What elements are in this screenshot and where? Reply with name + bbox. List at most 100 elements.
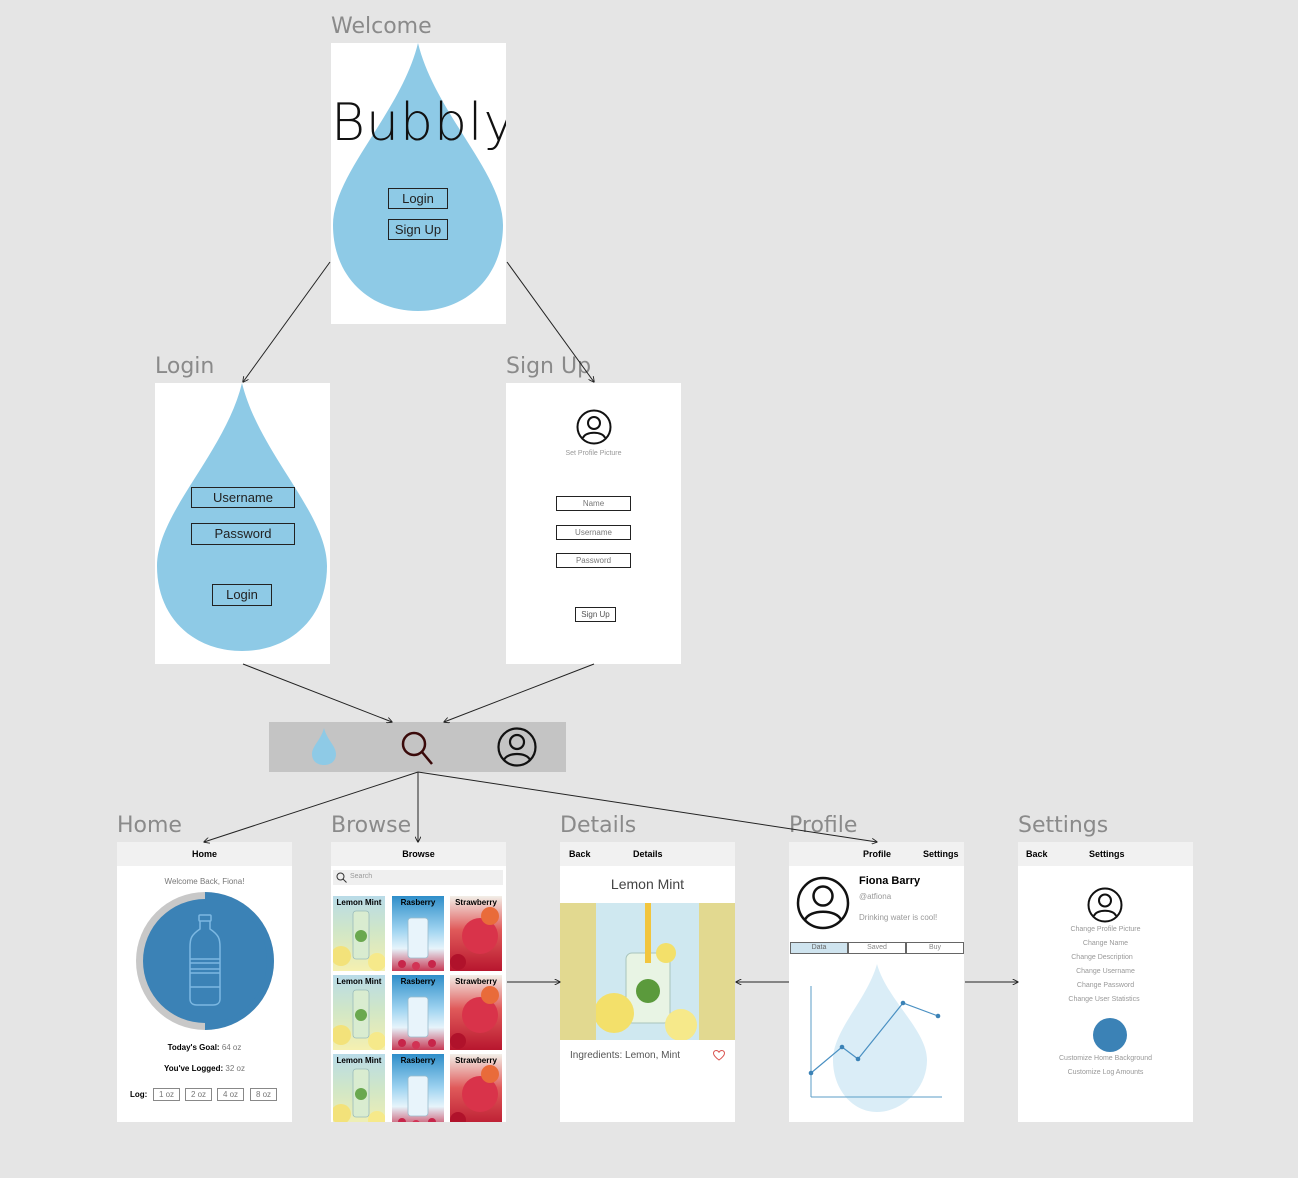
lemon-image bbox=[333, 989, 385, 1050]
setting-customize-log-amounts[interactable]: Customize Log Amounts bbox=[1067, 1069, 1144, 1076]
tile-label: Strawberry bbox=[455, 977, 497, 986]
drink-tile-lemon-mint[interactable]: Lemon Mint bbox=[333, 1054, 385, 1122]
water-stats-chart bbox=[808, 964, 942, 1112]
frame-title-login: Login bbox=[155, 354, 215, 379]
header-title: Settings bbox=[1089, 849, 1125, 859]
tab-buy[interactable]: Buy bbox=[906, 942, 964, 954]
strawberry-image bbox=[450, 986, 499, 1049]
setting-change-user-statistics[interactable]: Change User Statistics bbox=[1068, 996, 1140, 1003]
frame-title-settings: Settings bbox=[1018, 813, 1109, 838]
profile-name: Fiona Barry bbox=[859, 875, 921, 887]
water-progress-circle bbox=[136, 892, 274, 1030]
welcome-message: Welcome Back, Fiona! bbox=[164, 877, 245, 886]
signup-username-field[interactable]: Username bbox=[556, 525, 631, 540]
frame-title-details: Details bbox=[560, 813, 637, 838]
welcome-signup-button[interactable]: Sign Up bbox=[388, 219, 448, 240]
home-header: Home bbox=[117, 842, 292, 866]
drink-tile-lemon-mint[interactable]: Lemon Mint bbox=[333, 975, 385, 1050]
frame-title-signup: Sign Up bbox=[506, 354, 592, 379]
drink-name: Lemon Mint bbox=[610, 876, 685, 892]
signup-button[interactable]: Sign Up bbox=[575, 607, 616, 622]
strawberry-image bbox=[450, 1065, 499, 1122]
setting-change-profile-picture[interactable]: Change Profile Picture bbox=[1070, 926, 1141, 933]
log-1oz-button[interactable]: 1 oz bbox=[153, 1088, 180, 1101]
header-title: Profile bbox=[863, 849, 892, 859]
drink-tile-rasberry[interactable]: Rasberry bbox=[392, 975, 444, 1050]
drink-tile-rasberry[interactable]: Rasberry bbox=[392, 1054, 444, 1122]
header-title: Home bbox=[191, 849, 217, 859]
browse-screen: Browse Search Lemon Mint Rasberry Strawb… bbox=[331, 842, 506, 1122]
search-icon[interactable] bbox=[400, 730, 434, 766]
heart-icon[interactable] bbox=[713, 1050, 725, 1061]
signup-password-field[interactable]: Password bbox=[556, 553, 631, 568]
drink-tile-strawberry[interactable]: Strawberry bbox=[450, 1054, 502, 1122]
tab-data[interactable]: Data bbox=[790, 942, 848, 954]
tile-label: Rasberry bbox=[400, 898, 436, 907]
water-drop-shape bbox=[157, 383, 327, 651]
lemon-image bbox=[333, 910, 385, 971]
home-screen: Home Welcome Back, Fiona! Today's Goal: … bbox=[117, 842, 292, 1122]
welcome-login-button[interactable]: Login bbox=[388, 188, 448, 209]
log-label: Log: bbox=[130, 1090, 148, 1099]
tile-label: Lemon Mint bbox=[336, 898, 382, 907]
logged-value: 32 oz bbox=[225, 1064, 245, 1073]
home-background-color-swatch[interactable] bbox=[1093, 1018, 1127, 1052]
drink-tile-strawberry[interactable]: Strawberry bbox=[450, 975, 502, 1050]
setting-change-description[interactable]: Change Description bbox=[1071, 954, 1133, 961]
username-field[interactable]: Username bbox=[191, 487, 295, 508]
search-bar[interactable]: Search bbox=[333, 870, 503, 885]
tile-label: Rasberry bbox=[400, 1056, 436, 1065]
setting-change-password[interactable]: Change Password bbox=[1076, 982, 1135, 989]
tile-label: Strawberry bbox=[455, 898, 497, 907]
profile-picture-icon[interactable] bbox=[576, 409, 612, 445]
frame-title-profile: Profile bbox=[789, 813, 858, 838]
bottle-icon bbox=[189, 914, 221, 1006]
goal-label: Today's Goal: bbox=[167, 1043, 220, 1052]
back-button[interactable]: Back bbox=[569, 849, 591, 859]
rasberry-image bbox=[398, 1075, 436, 1122]
back-button[interactable]: Back bbox=[1026, 849, 1048, 859]
login-button[interactable]: Login bbox=[212, 584, 272, 606]
goal-value: 64 oz bbox=[221, 1043, 242, 1052]
drink-image-frame bbox=[560, 903, 735, 1040]
avatar bbox=[1087, 887, 1123, 923]
password-field[interactable]: Password bbox=[191, 523, 295, 545]
log-8oz-button[interactable]: 8 oz bbox=[250, 1088, 277, 1101]
drop-icon[interactable] bbox=[311, 728, 337, 766]
goal-row: Today's Goal: 64 oz bbox=[117, 1043, 292, 1052]
drink-tile-strawberry[interactable]: Strawberry bbox=[450, 896, 502, 971]
rasberry-image bbox=[398, 996, 436, 1049]
log-2oz-button[interactable]: 2 oz bbox=[185, 1088, 212, 1101]
lemon-image bbox=[333, 1068, 385, 1122]
tab-saved[interactable]: Saved bbox=[848, 942, 906, 954]
log-4oz-button[interactable]: 4 oz bbox=[217, 1088, 244, 1101]
drink-tile-rasberry[interactable]: Rasberry bbox=[392, 896, 444, 971]
frame-title-browse: Browse bbox=[331, 813, 412, 838]
water-drop-shape bbox=[333, 43, 503, 311]
tile-label: Lemon Mint bbox=[336, 1056, 382, 1065]
frame-title-welcome: Welcome bbox=[331, 14, 432, 39]
profile-bio: Drinking water is cool! bbox=[859, 913, 938, 922]
settings-header: Back Settings bbox=[1018, 842, 1193, 866]
lemon-mint-image bbox=[596, 903, 699, 1040]
settings-screen: Back Settings Change Profile Picture Cha… bbox=[1018, 842, 1193, 1122]
setting-change-username[interactable]: Change Username bbox=[1076, 968, 1135, 975]
profile-header: Profile Settings bbox=[789, 842, 964, 866]
setting-customize-home-background[interactable]: Customize Home Background bbox=[1059, 1055, 1152, 1062]
header-title: Browse bbox=[402, 849, 435, 859]
app-brand: Bubbly bbox=[331, 93, 506, 153]
search-icon bbox=[336, 872, 347, 883]
details-screen: Back Details Lemon Mint Ingredients: Lem… bbox=[560, 842, 735, 1122]
setting-change-name[interactable]: Change Name bbox=[1082, 940, 1129, 947]
details-header: Back Details bbox=[560, 842, 735, 866]
ingredients-text: Ingredients: Lemon, Mint bbox=[570, 1050, 681, 1061]
profile-icon[interactable] bbox=[497, 727, 537, 767]
name-field[interactable]: Name bbox=[556, 496, 631, 511]
tile-label: Lemon Mint bbox=[336, 977, 382, 986]
settings-button[interactable]: Settings bbox=[923, 849, 959, 859]
drink-tile-lemon-mint[interactable]: Lemon Mint bbox=[333, 896, 385, 971]
tile-label: Rasberry bbox=[400, 977, 436, 986]
frame-title-home: Home bbox=[117, 813, 182, 838]
header-title: Details bbox=[633, 849, 663, 859]
welcome-screen: Bubbly Login Sign Up bbox=[331, 43, 506, 324]
